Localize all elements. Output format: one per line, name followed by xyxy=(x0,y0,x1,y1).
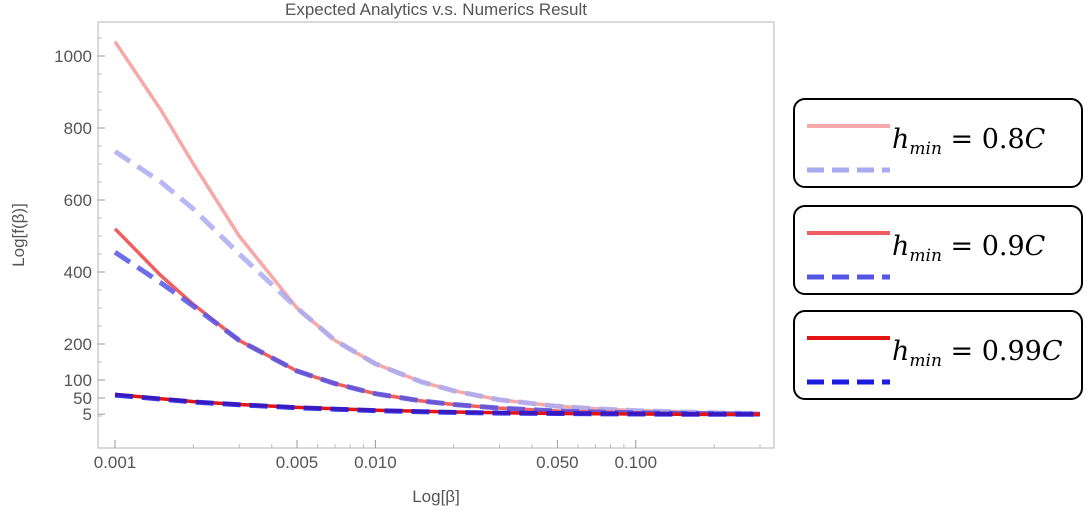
x-tick-label: 0.005 xyxy=(276,453,319,472)
plot-frame xyxy=(97,21,775,449)
series-lines xyxy=(113,40,761,417)
x-tick-label: 0.001 xyxy=(94,453,137,472)
legend-swatch xyxy=(807,336,890,385)
legend-swatch xyxy=(807,124,890,173)
x-axis-ticks: 0.001 0.005 0.010 0.050 0.100 xyxy=(94,440,761,472)
series-line-s09_numeric xyxy=(113,250,761,417)
chart-title: Expected Analytics v.s. Numerics Result xyxy=(285,0,587,19)
y-tick-label: 200 xyxy=(64,335,92,354)
legend-label: hmin = 0.99C xyxy=(892,336,1063,371)
legend-entry-0.8: hmin = 0.8C xyxy=(793,98,1083,188)
y-tick-label: 100 xyxy=(64,371,92,390)
x-tick-label: 0.010 xyxy=(354,453,397,472)
x-tick-label: 0.050 xyxy=(536,453,579,472)
legend-label: hmin = 0.9C xyxy=(892,231,1046,266)
x-tick-label: 0.100 xyxy=(614,453,657,472)
y-tick-label: 600 xyxy=(64,191,92,210)
y-tick-label: 5 xyxy=(83,405,92,424)
legend-swatch xyxy=(807,231,890,280)
y-tick-label: 800 xyxy=(64,119,92,138)
y-tick-label: 400 xyxy=(64,263,92,282)
y-axis-label: Log[f(β)] xyxy=(9,203,28,267)
legend-entry-0.9: hmin = 0.9C xyxy=(793,205,1083,295)
series-line-s099_numeric xyxy=(114,392,760,417)
legend-label: hmin = 0.8C xyxy=(892,124,1046,159)
legend-entry-0.99: hmin = 0.99C xyxy=(793,310,1083,400)
y-tick-label: 1000 xyxy=(54,47,92,66)
y-tick-label: 50 xyxy=(73,389,92,408)
x-axis-label: Log[β] xyxy=(412,487,460,506)
